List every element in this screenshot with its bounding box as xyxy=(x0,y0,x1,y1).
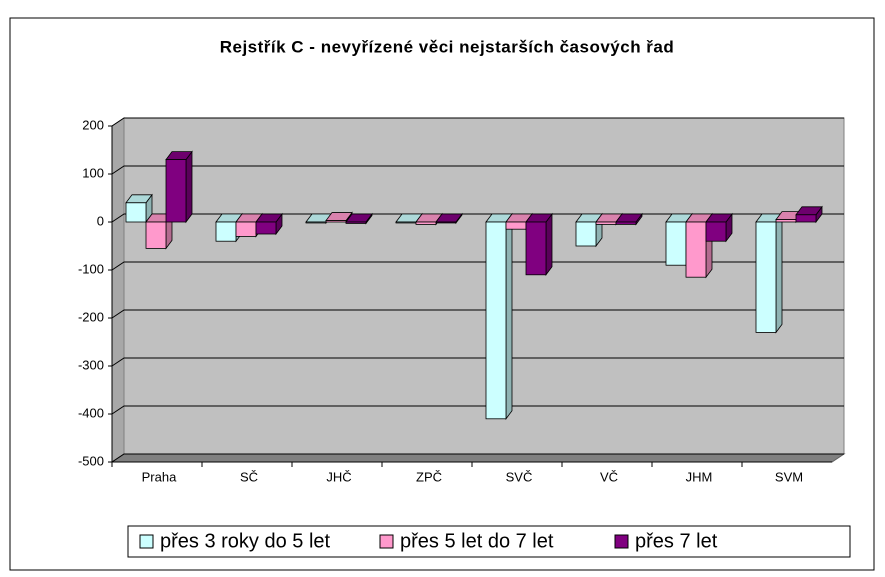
x-tick-label: SVČ xyxy=(506,469,533,484)
grid-line xyxy=(111,453,844,463)
bar-group xyxy=(485,212,513,420)
grid-line xyxy=(111,405,844,415)
x-tick-label: JHČ xyxy=(326,469,351,484)
bar xyxy=(595,221,617,225)
bar xyxy=(755,221,777,333)
bar xyxy=(395,221,417,224)
bar xyxy=(325,220,347,223)
bar xyxy=(305,221,327,224)
bar xyxy=(705,221,727,242)
bar xyxy=(615,221,637,225)
y-tick-label: -300 xyxy=(78,357,104,372)
bar-group xyxy=(755,212,783,334)
legend-swatch xyxy=(379,534,394,549)
bar xyxy=(125,202,147,223)
grid-line xyxy=(111,117,844,127)
x-tick-label: ZPČ xyxy=(416,469,442,484)
bar-group xyxy=(435,212,463,225)
grid-line xyxy=(111,165,844,175)
y-tick-label: -500 xyxy=(78,453,104,468)
bar xyxy=(255,221,277,235)
x-tick-label: JHM xyxy=(686,469,713,484)
bar xyxy=(775,219,797,223)
bar xyxy=(165,159,187,223)
bar-group xyxy=(795,205,823,224)
bar-side xyxy=(505,212,513,420)
bar xyxy=(485,221,507,420)
bar-group xyxy=(145,212,173,250)
bar xyxy=(145,221,167,249)
grid-line xyxy=(111,261,844,271)
bar xyxy=(575,221,597,247)
legend-label: přes 3 roky do 5 let xyxy=(160,530,331,552)
legend-label: přes 5 let do 7 let xyxy=(400,530,554,552)
bar-group xyxy=(525,212,553,276)
legend-swatch xyxy=(139,534,154,549)
grid-line xyxy=(111,309,844,319)
legend-label: přes 7 let xyxy=(635,530,718,552)
bar xyxy=(665,221,687,266)
bar-side xyxy=(545,212,553,276)
bar-group xyxy=(615,212,643,226)
floor xyxy=(110,453,846,463)
bar xyxy=(345,221,367,224)
x-tick-label: SČ xyxy=(240,469,258,484)
y-tick-label: 0 xyxy=(97,213,104,228)
back-wall xyxy=(123,117,845,455)
bar-group xyxy=(705,212,733,243)
bar-group xyxy=(345,212,373,225)
bar xyxy=(235,221,257,237)
x-tick-label: Praha xyxy=(142,469,177,484)
bar-side xyxy=(775,212,783,334)
bar xyxy=(685,221,707,278)
y-tick-label: -100 xyxy=(78,261,104,276)
y-tick-label: -400 xyxy=(78,405,104,420)
bar-group xyxy=(125,193,153,224)
bar xyxy=(215,221,237,242)
x-tick-label: VČ xyxy=(600,469,618,484)
y-tick-label: 200 xyxy=(82,117,104,132)
y-tick-label: -200 xyxy=(78,309,104,324)
bar xyxy=(525,221,547,276)
bar-group xyxy=(165,150,193,224)
bar xyxy=(795,214,817,223)
bar xyxy=(505,221,527,230)
legend-swatch xyxy=(614,534,629,549)
x-tick-label: SVM xyxy=(775,469,803,484)
bar xyxy=(435,221,457,224)
chart-title: Rejstřík C - nevyřízené věci nejstarších… xyxy=(220,37,675,56)
grid-line xyxy=(111,357,844,367)
y-tick-label: 100 xyxy=(82,165,104,180)
bar-group xyxy=(255,212,283,236)
legend-box xyxy=(127,525,851,558)
bar xyxy=(415,221,437,225)
bar-side xyxy=(185,150,193,224)
